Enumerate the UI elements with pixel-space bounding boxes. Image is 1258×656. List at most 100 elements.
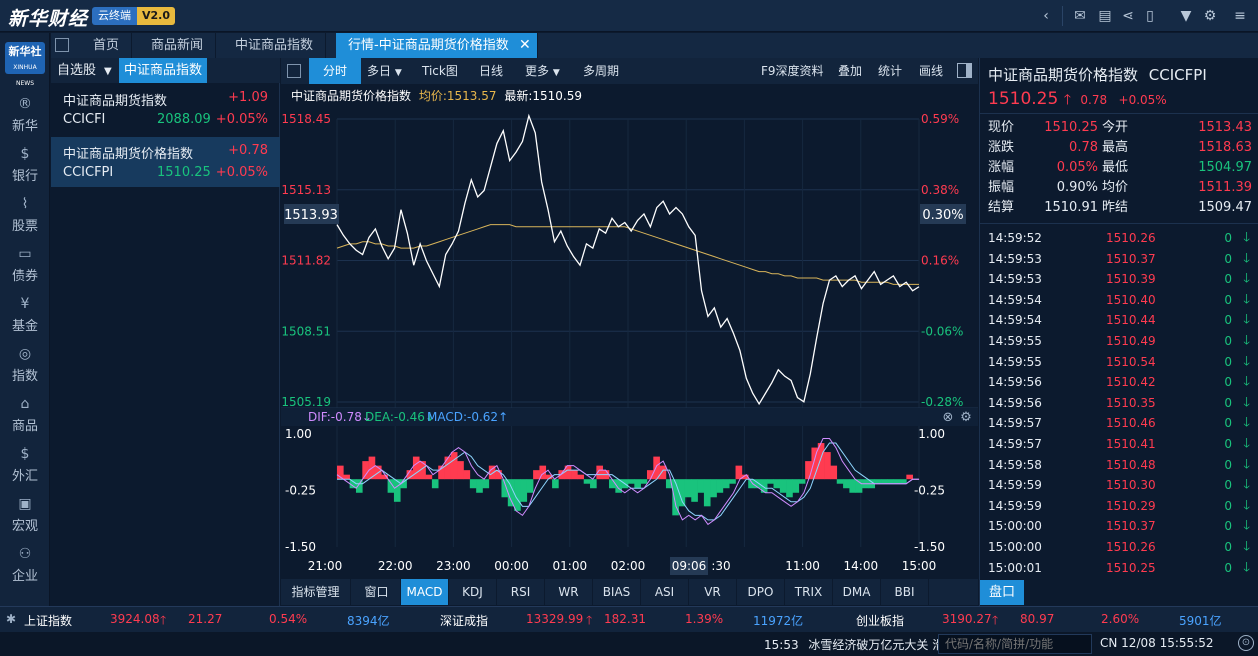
news-ticker[interactable]: 15:53 冰雪经济破万亿元大关 滑 [764,636,944,653]
nav-item-fund[interactable]: ¥ 基金 [0,296,50,334]
nav-item-bank[interactable]: $ 银行 [0,146,50,184]
indicator-rsi-tab[interactable]: RSI [497,579,545,605]
watchlist-dropdown[interactable]: 自选股 ▼ [57,58,112,84]
message-icon[interactable]: ▤ [1098,8,1112,24]
arrow-down-icon: 🡓 [1243,374,1250,390]
search-box[interactable] [938,634,1092,654]
btn-intraday[interactable]: 分时 [309,58,362,84]
btn-daily[interactable]: 日线 [479,64,504,78]
info-icon[interactable]: ⊙ [1238,635,1254,651]
pin-icon[interactable]: ✱ [6,612,17,626]
tab-csi-commodity-index[interactable]: 中证商品指数 [223,33,327,58]
btn-more[interactable]: 更多 ▼ [519,58,566,84]
panel-toggle-icon[interactable] [55,38,69,52]
macd-header-bg [281,408,978,426]
xinhua-logo-text: 新华社 [8,45,42,58]
nav-item-enterprise[interactable]: ⚇ 企业 [0,546,50,584]
nav-item-index[interactable]: ◎ 指数 [0,346,50,384]
indicator-trix-tab[interactable]: TRIX [785,579,833,605]
stat-label: 最低 [1102,160,1129,175]
nav-label: 外汇 [11,469,38,484]
btn-multiday[interactable]: 多日 ▼ [361,58,408,84]
btn-tick[interactable]: Tick图 [422,64,458,78]
x-tick-label: 15:00 [902,559,937,573]
indicator-macd-tab[interactable]: MACD [401,579,449,605]
arrow-down-icon: 🡓 [1243,250,1250,266]
btn-draw[interactable]: 画线 [919,64,944,78]
watchlist-tab[interactable]: 中证商品指数 [119,58,208,83]
macro-icon: ▣ [18,496,32,512]
panel-layout-icon[interactable] [957,63,972,78]
nav-item-macro[interactable]: ▣ 宏观 [0,496,50,534]
macd-bar [482,479,490,489]
stat-label: 涨跌 [988,140,1015,155]
indicator-manage-tab[interactable]: 指标管理 [281,579,351,605]
close-icon[interactable]: ✕ [518,37,531,53]
tick-price: 1510.26 [1106,540,1156,554]
btn-f9[interactable]: F9深度资料 [761,64,824,78]
macd-bar [849,479,857,493]
macd-bar [786,479,793,498]
tick-time: 14:59:53 [988,272,1042,287]
arrow-up-icon: 🡑 [586,613,593,627]
price-chart[interactable]: 1518.45 0.59% 1515.13 0.38% 1511.82 0.16% 1508… [281,84,978,578]
gear-icon[interactable]: ⚙ [1203,8,1217,24]
x-tick-label: 14:00 [844,559,879,573]
indicator-bias-tab[interactable]: BIAS [593,579,641,605]
nav-item-xinhua[interactable]: ® 新华 [0,96,50,134]
macd-bar [457,461,464,480]
indicator-kdj-tab[interactable]: KDJ [449,579,497,605]
ticker-amount: 8394亿 [347,614,390,628]
nav-item-stock[interactable]: ⌇ 股票 [0,196,50,234]
stat-value: 1510.25 [1044,120,1098,135]
nav-item-bond[interactable]: ▭ 债券 [0,246,50,284]
arrow-down-icon: 🡓 [1243,539,1250,554]
tick-row: 15:00:00 1510.26 0 🡓 [980,537,1258,558]
item-pct: +0.05% [215,112,268,127]
tab-home[interactable]: 首页 [81,33,133,58]
bond-icon: ▭ [18,246,32,262]
tab-quote[interactable]: 行情-中证商品期货价格指数 ✕ [336,33,538,58]
menu-icon[interactable]: ≡ [1234,8,1246,24]
indicator-dma-tab[interactable]: DMA [833,579,881,605]
last-price-label: 最新:1510.59 [504,89,583,103]
indicator-bbi-tab[interactable]: BBI [881,579,929,605]
tab-commodity-news[interactable]: 商品新闻 [139,33,217,58]
watchlist-item[interactable]: 中证商品期货指数 +1.09 CCICFI 2088.09 +0.05% [51,86,280,136]
tick-time: 15:00:01 [988,560,1042,575]
search-input[interactable] [939,635,1069,653]
share-icon[interactable]: ⋖ [1122,8,1134,24]
ticker-amount: 5901亿 [1179,614,1222,628]
nav-item-commodity[interactable]: ⌂ 商品 [0,396,50,434]
macd-bar [558,470,566,480]
macd-bar [716,479,724,493]
tick-time: 14:59:56 [988,375,1042,390]
sidebar-toggle-icon[interactable] [287,64,301,78]
ticker-value: 3190.27 [942,612,992,626]
indicator-dpo-tab[interactable]: DPO [737,579,785,605]
watchlist-item[interactable]: 中证商品期货价格指数 +0.78 CCICFPI 1510.25 +0.05% [51,137,280,187]
indicator-wr-tab[interactable]: WR [545,579,593,605]
macd-bar [672,479,679,516]
x-tick-label: 11:00 [785,559,820,573]
btn-overlay[interactable]: 叠加 [838,64,863,78]
btn-stats[interactable]: 统计 [878,64,903,78]
back-icon[interactable]: ‹ [1043,8,1049,24]
chevron-down-icon: ▼ [104,66,112,77]
chart-area[interactable]: 中证商品期货价格指数 均价:1513.57 最新:1510.59 1518.45… [281,84,978,578]
indicator-asi-tab[interactable]: ASI [641,579,689,605]
nav-item-forex[interactable]: $ 外汇 [0,446,50,484]
indicator-vr-tab[interactable]: VR [689,579,737,605]
xinhua-logo[interactable]: 新华社 XINHUA NEWS [5,42,45,87]
btn-multiperiod[interactable]: 多周期 [583,64,620,78]
indicator-window-tab[interactable]: 窗口 [353,579,401,605]
close-icon[interactable]: ⊗ [943,410,954,425]
quote-title: 中证商品期货价格指数 CCICFPI [988,64,1207,85]
tab-order-book[interactable]: 盘口 [980,580,1024,605]
note-icon[interactable]: ▯ [1146,8,1154,24]
gear-icon[interactable]: ⚙ [960,410,972,425]
skin-icon[interactable]: ▼ [1180,8,1192,24]
mail-icon[interactable]: ✉ [1074,8,1086,24]
macd-bar [406,470,414,480]
macd-bar [450,452,458,480]
